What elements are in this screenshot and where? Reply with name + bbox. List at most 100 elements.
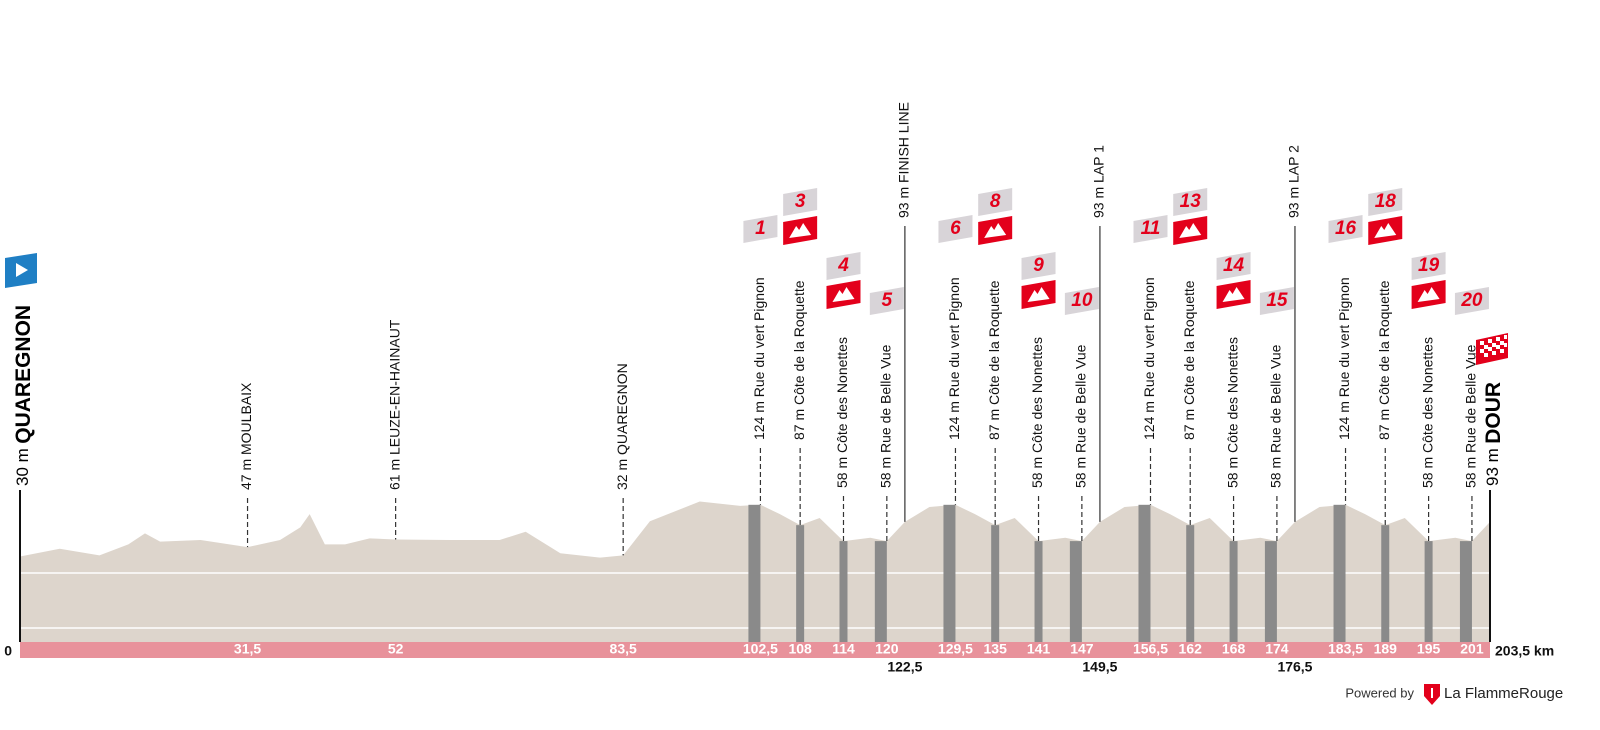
marker-number: 16 xyxy=(1335,218,1357,239)
number-box xyxy=(869,287,904,315)
x-tick-label: 0 xyxy=(4,643,12,659)
km-label: 201 xyxy=(1460,641,1484,657)
number-box xyxy=(743,215,778,243)
marker-name: 124 m Rue du vert Pignon xyxy=(946,277,962,440)
marker-number: 14 xyxy=(1223,255,1245,276)
marker-number: 4 xyxy=(837,255,849,276)
marker-sector: 58 m Rue de Belle Vue 10 147 xyxy=(1064,287,1099,657)
km-label: 149,5 xyxy=(1082,659,1117,675)
marker-number: 5 xyxy=(882,290,893,311)
km-label: 183,5 xyxy=(1328,641,1363,657)
marker-climb: 58 m Côte des Nonettes 4 114 xyxy=(826,252,861,657)
powered-by: Powered by xyxy=(1345,685,1414,700)
marker-name: 58 m Côte des Nonettes xyxy=(1419,337,1435,488)
sector-bar xyxy=(1264,541,1277,642)
sector-bar xyxy=(1069,541,1082,642)
marker-number: 15 xyxy=(1266,290,1288,311)
marker-name: 58 m Rue de Belle Vue xyxy=(878,344,894,488)
km-label: 141 xyxy=(1027,641,1051,657)
marker-sector: 124 m Rue du vert Pignon 1 102,5 xyxy=(743,215,778,657)
climb-bar xyxy=(1424,541,1433,642)
number-box xyxy=(1411,252,1446,280)
marker-name: 87 m Côte de la Roquette xyxy=(1376,280,1392,440)
marker-name: 47 m MOULBAIX xyxy=(238,382,254,490)
km-label: 147 xyxy=(1070,641,1094,657)
km-label: 168 xyxy=(1222,641,1246,657)
marker-sector: 58 m Rue de Belle Vue 5 120 xyxy=(869,287,904,657)
climb-bar xyxy=(1186,525,1195,642)
marker-number: 10 xyxy=(1071,290,1093,311)
climb-icon-mountain xyxy=(1374,223,1397,238)
marker-number: 11 xyxy=(1141,218,1161,239)
marker-number: 6 xyxy=(950,218,961,239)
finish-label: 93 m DOUR xyxy=(1482,382,1505,486)
marker-name: 93 m FINISH LINE xyxy=(896,102,912,218)
marker-climb: 87 m Côte de la Roquette 13 162 xyxy=(1173,188,1208,657)
km-label: 162 xyxy=(1179,641,1203,657)
marker-number: 8 xyxy=(990,191,1001,212)
marker-name: 58 m Rue de Belle Vue xyxy=(1073,344,1089,488)
brand-name: La FlammeRouge xyxy=(1444,685,1563,702)
marker-name: 61 m LEUZE-EN-HAINAUT xyxy=(386,319,402,490)
climb-icon-mountain xyxy=(1222,287,1245,302)
climb-bar xyxy=(1381,525,1390,642)
marker-climb: 87 m Côte de la Roquette 8 135 xyxy=(978,188,1013,657)
marker-name: 58 m Côte des Nonettes xyxy=(1224,337,1240,488)
sector-bar xyxy=(748,504,761,642)
marker-name: 87 m Côte de la Roquette xyxy=(986,280,1002,440)
marker-sector: 124 m Rue du vert Pignon 6 129,5 xyxy=(938,215,973,657)
marker-line: 93 m LAP 2 176,5 xyxy=(1277,145,1312,675)
start-flag xyxy=(5,253,37,288)
km-label: 174 xyxy=(1265,641,1289,657)
marker-name: 93 m LAP 2 xyxy=(1286,145,1302,218)
climb-icon-mountain xyxy=(1027,287,1050,302)
marker-number: 20 xyxy=(1460,290,1483,311)
km-label: 129,5 xyxy=(938,641,973,657)
km-label: 156,5 xyxy=(1133,641,1168,657)
start-altitude: 30 m xyxy=(13,448,32,486)
marker-climb: 58 m Côte des Nonettes 19 195 xyxy=(1411,252,1446,657)
distance-bar xyxy=(20,642,1490,658)
marker-name: 87 m Côte de la Roquette xyxy=(791,280,807,440)
number-box xyxy=(1173,188,1208,216)
climb-icon-mountain xyxy=(789,223,812,238)
marker-name: 124 m Rue du vert Pignon xyxy=(1336,277,1352,440)
marker-place: 32 m QUAREGNON 83,5 xyxy=(610,363,637,657)
km-label: 83,5 xyxy=(610,641,637,657)
marker-number: 1 xyxy=(755,218,766,239)
marker-sector: 124 m Rue du vert Pignon 11 156,5 xyxy=(1133,215,1168,657)
start-name: QUAREGNON xyxy=(12,305,35,444)
marker-place: 61 m LEUZE-EN-HAINAUT 52 xyxy=(386,319,403,657)
climb-icon-mountain xyxy=(1179,223,1202,238)
marker-line: 93 m LAP 1 149,5 xyxy=(1082,145,1117,675)
sector-bar xyxy=(1333,504,1346,642)
climb-icon-mountain xyxy=(1417,287,1440,302)
number-box xyxy=(1259,287,1294,315)
marker-name: 124 m Rue du vert Pignon xyxy=(1141,277,1157,440)
brand-logo xyxy=(1424,684,1440,705)
number-box xyxy=(1454,287,1489,315)
marker-sector: 58 m Rue de Belle Vue 15 174 xyxy=(1259,287,1294,657)
marker-number: 3 xyxy=(795,191,806,212)
marker-place: 47 m MOULBAIX 31,5 xyxy=(234,382,261,657)
km-label: 52 xyxy=(388,641,404,657)
km-label: 195 xyxy=(1417,641,1441,657)
sector-bar xyxy=(1459,541,1472,642)
number-box xyxy=(1064,287,1099,315)
marker-name: 124 m Rue du vert Pignon xyxy=(751,277,767,440)
number-box xyxy=(783,188,818,216)
marker-climb: 58 m Côte des Nonettes 9 141 xyxy=(1021,252,1056,657)
finish-altitude: 93 m xyxy=(1483,448,1502,486)
number-box xyxy=(938,215,973,243)
x-tick-label: 203,5 km xyxy=(1495,643,1554,659)
marker-climb: 58 m Côte des Nonettes 14 168 xyxy=(1216,252,1251,657)
marker-name: 58 m Rue de Belle Vue xyxy=(1463,344,1479,488)
number-box xyxy=(1328,215,1363,243)
climb-bar xyxy=(1229,541,1238,642)
marker-number: 18 xyxy=(1375,191,1397,212)
km-label: 31,5 xyxy=(234,641,261,657)
marker-sector: 124 m Rue du vert Pignon 16 183,5 xyxy=(1328,215,1363,657)
sector-bar xyxy=(1138,504,1151,642)
